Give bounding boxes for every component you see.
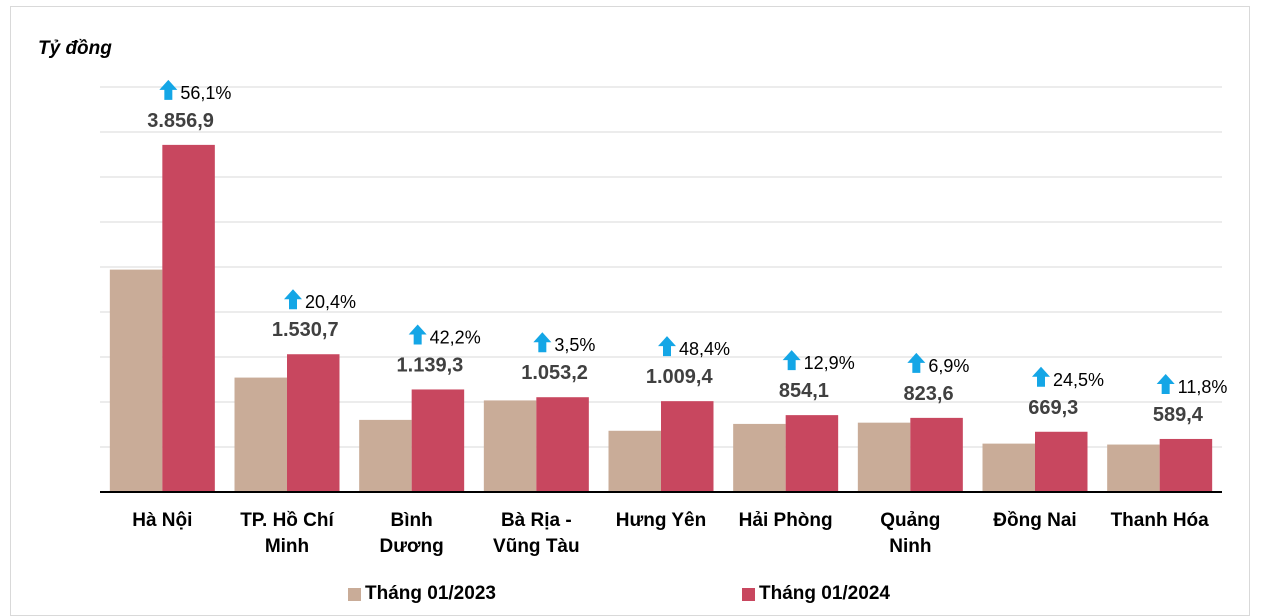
growth-arrow <box>1156 373 1175 394</box>
growth-arrow <box>284 289 302 310</box>
growth-label: 20,4% <box>305 292 356 312</box>
legend-label: Tháng 01/2024 <box>759 583 890 604</box>
growth-arrow <box>533 332 552 353</box>
data-label: 1.530,7 <box>272 319 339 341</box>
bar <box>910 417 963 492</box>
growth-arrow <box>408 324 427 345</box>
growth-label: 48,4% <box>679 339 730 359</box>
bar <box>359 419 412 492</box>
x-tick-label: TP. Hồ Chí Minh <box>240 510 334 557</box>
legend-label: Tháng 01/2023 <box>365 583 496 604</box>
x-tick-label: Hải Phòng <box>738 510 833 531</box>
bar <box>162 144 215 492</box>
growth-arrow <box>658 336 676 357</box>
growth-label: 3,5% <box>554 335 595 355</box>
bar <box>857 422 911 492</box>
growth-label: 42,2% <box>430 327 481 347</box>
y-axis-label: Tỷ đồng <box>38 38 112 59</box>
growth-label: 11,8% <box>1178 377 1228 397</box>
bar <box>785 415 839 492</box>
bar <box>234 377 287 492</box>
x-tick-label: Hà Nội <box>132 510 193 531</box>
bar <box>411 389 465 492</box>
x-tick-label: Thanh Hóa <box>1110 510 1209 531</box>
bar <box>661 401 714 492</box>
growth-label: 12,9% <box>804 353 855 373</box>
x-tick-label: Bà Rịa - Vũng Tàu <box>493 510 580 557</box>
growth-arrow <box>159 79 178 100</box>
data-label: 1.139,3 <box>397 354 464 376</box>
data-label: 1.009,4 <box>646 366 714 388</box>
x-tick-label: Đồng Nai <box>993 510 1077 531</box>
data-label: 669,3 <box>1028 397 1078 419</box>
legend-item: Tháng 01/2023 <box>348 583 496 605</box>
bar <box>287 354 340 492</box>
growth-arrow <box>782 350 801 371</box>
data-label: 3.856,9 <box>147 110 214 132</box>
growth-arrow <box>1032 366 1050 387</box>
data-label: 589,4 <box>1153 404 1204 426</box>
x-tick-label: Hưng Yên <box>615 510 707 531</box>
legend-swatch <box>348 587 361 601</box>
bar <box>1035 431 1088 492</box>
bar <box>733 423 786 492</box>
legend-swatch <box>742 587 755 601</box>
bar <box>1107 444 1160 492</box>
data-label: 854,1 <box>779 380 829 402</box>
growth-arrow <box>907 352 926 373</box>
bar <box>483 400 537 492</box>
data-label: 823,6 <box>904 383 954 405</box>
x-tick-label: Bình Dương <box>379 510 444 557</box>
bar <box>536 397 589 492</box>
bar <box>608 430 661 492</box>
data-label: 1.053,2 <box>521 362 588 384</box>
x-tick-label: Quảng Ninh <box>880 510 941 557</box>
bar <box>982 443 1035 492</box>
bar <box>109 269 163 492</box>
legend-item: Tháng 01/2024 <box>742 583 890 605</box>
growth-label: 56,1% <box>180 83 231 103</box>
growth-label: 6,9% <box>928 356 969 376</box>
bar <box>1159 438 1213 492</box>
growth-label: 24,5% <box>1053 370 1104 390</box>
